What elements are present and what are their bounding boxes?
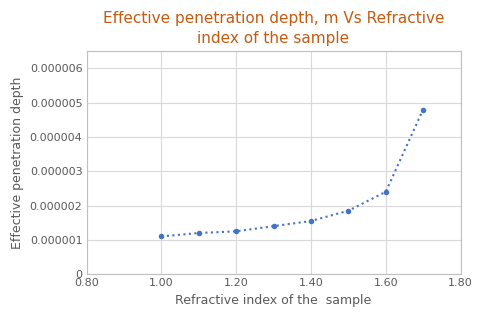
Title: Effective penetration depth, m Vs Refractive
index of the sample: Effective penetration depth, m Vs Refrac… [103, 11, 444, 46]
Y-axis label: Effective penetration depth: Effective penetration depth [11, 77, 24, 249]
X-axis label: Refractive index of the  sample: Refractive index of the sample [175, 294, 372, 307]
